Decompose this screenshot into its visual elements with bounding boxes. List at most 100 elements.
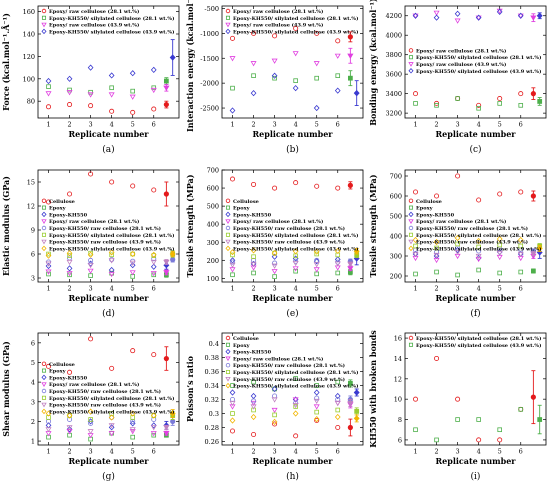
data-point <box>67 253 72 258</box>
x-tick-label: 4 <box>110 285 114 293</box>
legend-label: Epoxy-KH550/ silylated cellulose (43.9 w… <box>233 245 358 252</box>
data-point <box>151 352 157 358</box>
legend-marker <box>225 356 231 362</box>
legend-marker <box>225 369 231 375</box>
legend-label: Epoxy <box>49 206 67 212</box>
data-point <box>292 85 299 92</box>
data-point <box>313 398 320 405</box>
data-point <box>129 70 136 77</box>
legend-marker <box>408 225 414 231</box>
mean-marker <box>536 245 543 252</box>
legend-label: Epoxy-KH550/ raw cellulose (43.9 wt.%) <box>233 239 345 246</box>
data-point <box>251 398 257 404</box>
legend-label: Epoxy-KH550/ silylated cellulose (28.1 w… <box>49 15 174 22</box>
y-tick-label: 0.3 <box>209 410 219 418</box>
y-tick-label: 100 <box>207 275 219 283</box>
y-tick-label: 2 <box>31 418 35 426</box>
mean-marker <box>163 270 170 276</box>
x-axis-label: Replicate number <box>68 456 149 466</box>
legend-label: Epoxy-KH550 <box>49 375 88 381</box>
mean-marker <box>530 394 536 400</box>
legend-label: Epoxy-KH550/ raw cellulose (28.1 wt.%) <box>233 362 345 369</box>
data-point <box>45 91 52 97</box>
data-point <box>518 407 524 412</box>
legend-marker <box>408 232 414 237</box>
data-point <box>150 422 157 429</box>
data-point <box>455 272 460 278</box>
mean-marker <box>353 248 360 255</box>
mean-marker <box>163 85 170 91</box>
data-point <box>412 12 419 19</box>
data-point <box>313 258 320 265</box>
data-point <box>413 243 418 249</box>
data-point <box>433 257 440 264</box>
data-point <box>250 247 257 254</box>
mean-marker <box>347 400 354 407</box>
data-point <box>87 64 94 71</box>
y-tick-label: 500 <box>207 203 219 211</box>
data-point <box>150 251 157 258</box>
data-point <box>334 261 341 267</box>
x-tick-label: 2 <box>251 285 255 293</box>
legend-label: Epoxy-KH550/ raw cellulose (28.1 wt.%) <box>49 388 161 395</box>
data-point <box>413 396 419 402</box>
data-point <box>66 425 73 431</box>
x-tick-label: 6 <box>336 121 340 129</box>
data-point <box>272 185 278 191</box>
data-point <box>66 250 73 257</box>
data-point <box>67 369 73 375</box>
y-tick-label: 600 <box>390 193 402 201</box>
x-tick-label: 6 <box>152 121 156 129</box>
data-point <box>517 12 524 19</box>
legend-label: Epoxy/ raw cellulose (28.1 wt.%) <box>233 355 323 362</box>
data-point <box>108 414 115 421</box>
data-point <box>130 109 136 115</box>
data-point <box>412 13 419 19</box>
legend-marker <box>225 376 231 382</box>
data-point <box>496 8 503 15</box>
data-point <box>66 271 73 277</box>
legend-label: Cellulose <box>233 336 259 342</box>
data-point <box>271 72 278 79</box>
data-point <box>87 251 94 258</box>
legend-label: Epoxy-KH550/ silylated cellulose (28.1 w… <box>416 54 541 61</box>
legend-marker <box>41 395 47 400</box>
data-point <box>229 107 236 114</box>
legend-marker <box>225 205 231 210</box>
legend-label: Epoxy-KH550/ silylated cellulose (43.9 w… <box>233 28 358 35</box>
y-tick-label: 16 <box>394 335 402 343</box>
x-tick-label: 2 <box>251 121 255 129</box>
data-point <box>271 263 278 269</box>
data-point <box>130 434 135 440</box>
data-point <box>151 187 157 193</box>
data-point <box>455 96 460 101</box>
y-tick-label: 3800 <box>385 51 402 59</box>
data-point <box>292 410 299 417</box>
x-tick-label: 2 <box>67 285 71 293</box>
data-point <box>251 73 256 78</box>
legend-marker <box>41 225 47 231</box>
x-axis-label: Replicate number <box>435 129 516 139</box>
y-tick-label: 400 <box>390 233 402 241</box>
legend-label: Epoxy-KH550 <box>233 350 272 356</box>
x-tick-label: 2 <box>67 121 71 129</box>
data-point <box>271 407 278 414</box>
data-point <box>518 406 524 412</box>
data-point <box>292 248 299 255</box>
data-point <box>334 400 341 407</box>
data-point <box>46 199 52 205</box>
x-tick-label: 5 <box>498 121 502 129</box>
data-point <box>434 245 439 251</box>
legend-label: Epoxy-KH550/ silylated cellulose (28.1 w… <box>49 395 174 402</box>
mean-marker <box>353 389 360 396</box>
y-tick-label: 3600 <box>385 71 402 79</box>
y-tick-label: 14 <box>394 355 402 363</box>
legend-marker <box>41 211 47 218</box>
legend: Epoxy/ raw cellulose (28.1 wt.%)Epoxy-KH… <box>225 8 358 35</box>
data-point <box>251 30 257 36</box>
y-tick-label: 10 <box>394 396 402 404</box>
legend-label: Epoxy/ raw cellulose (28.1 wt.%) <box>49 218 139 225</box>
